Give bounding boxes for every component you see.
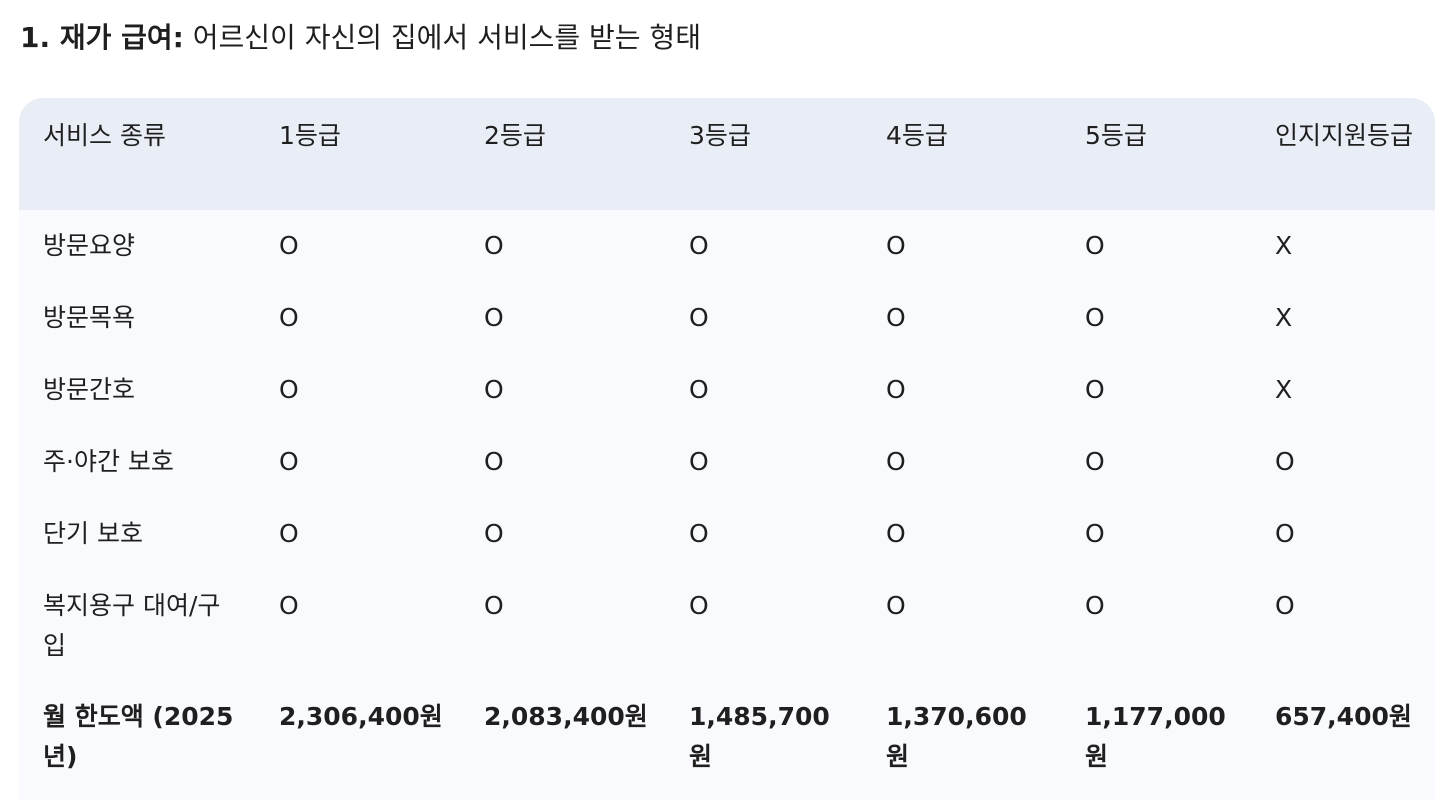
cell-value: O (689, 447, 709, 476)
cell-value: O (689, 303, 709, 332)
header-grade-3: 3등급 (689, 121, 751, 150)
cell-service: 복지용구 대여/구입 (43, 591, 221, 660)
cell-value: O (484, 519, 504, 548)
monthly-limit-row: 월 한도액 (2025년) 2,306,400원 2,083,400원 1,48… (19, 682, 1435, 793)
cell-value: O (1275, 447, 1295, 476)
section-description: 어르신이 자신의 집에서 서비스를 받는 형태 (192, 21, 701, 54)
cell-limit-amount: 657,400원 (1275, 702, 1412, 731)
cell-value: X (1275, 231, 1293, 260)
cell-value: O (1085, 303, 1105, 332)
header-cognitive-support-grade: 인지지원등급 (1275, 121, 1414, 150)
table-row: 주·야간 보호 O O O O O O (19, 426, 1435, 498)
cell-limit-amount: 1,177,000원 (1085, 702, 1226, 771)
cell-monthly-limit-label: 월 한도액 (2025년) (43, 702, 234, 771)
cell-limit-amount: 2,083,400원 (484, 702, 648, 731)
cell-value: O (1275, 519, 1295, 548)
cell-value: O (1085, 519, 1105, 548)
cell-value: O (1085, 231, 1105, 260)
cell-value: O (886, 519, 906, 548)
cell-value: O (886, 447, 906, 476)
cell-service: 단기 보호 (43, 519, 143, 548)
cell-value: O (886, 303, 906, 332)
table-row: 복지용구 대여/구입 O O O O O O (19, 570, 1435, 682)
table-header: 서비스 종류 1등급 2등급 3등급 4등급 5등급 인지지원등급 (19, 98, 1435, 210)
header-grade-2: 2등급 (484, 121, 546, 150)
cell-value: O (484, 303, 504, 332)
cell-value: O (484, 231, 504, 260)
header-grade-5: 5등급 (1085, 121, 1147, 150)
cell-limit-amount: 2,306,400원 (279, 702, 443, 731)
cell-value: O (279, 231, 299, 260)
cell-value: O (279, 303, 299, 332)
cell-value: O (484, 591, 504, 620)
cell-value: O (1085, 375, 1105, 404)
cell-value: O (279, 519, 299, 548)
cell-value: O (886, 231, 906, 260)
section-heading: 1. 재가 급여: 어르신이 자신의 집에서 서비스를 받는 형태 (20, 18, 701, 58)
cell-value: X (1275, 303, 1293, 332)
benefit-table-container: 서비스 종류 1등급 2등급 3등급 4등급 5등급 인지지원등급 방문요양 O… (19, 98, 1435, 800)
cell-limit-amount: 1,485,700원 (689, 702, 830, 771)
cell-value: O (886, 591, 906, 620)
table-body: 방문요양 O O O O O X 방문목욕 O O O O O X 방문간호 O… (19, 210, 1435, 793)
cell-service: 방문요양 (43, 231, 136, 260)
cell-value: O (689, 591, 709, 620)
cell-value: O (279, 375, 299, 404)
table-row: 방문요양 O O O O O X (19, 210, 1435, 282)
header-grade-1: 1등급 (279, 121, 341, 150)
table-row: 방문목욕 O O O O O X (19, 282, 1435, 354)
cell-value: O (886, 375, 906, 404)
header-row: 서비스 종류 1등급 2등급 3등급 4등급 5등급 인지지원등급 (19, 98, 1435, 210)
cell-value: O (279, 591, 299, 620)
cell-service: 주·야간 보호 (43, 447, 174, 476)
cell-value: X (1275, 375, 1293, 404)
cell-value: O (689, 519, 709, 548)
section-title: 1. 재가 급여: (20, 21, 184, 54)
cell-value: O (689, 231, 709, 260)
cell-limit-amount: 1,370,600원 (886, 702, 1027, 771)
cell-service: 방문간호 (43, 375, 136, 404)
cell-value: O (279, 447, 299, 476)
cell-service: 방문목욕 (43, 303, 136, 332)
cell-value: O (484, 375, 504, 404)
table-row: 단기 보호 O O O O O O (19, 498, 1435, 570)
header-service-type: 서비스 종류 (43, 121, 166, 150)
table-row: 방문간호 O O O O O X (19, 354, 1435, 426)
header-grade-4: 4등급 (886, 121, 948, 150)
benefit-table: 서비스 종류 1등급 2등급 3등급 4등급 5등급 인지지원등급 방문요양 O… (19, 98, 1435, 793)
cell-value: O (689, 375, 709, 404)
cell-value: O (1085, 447, 1105, 476)
cell-value: O (484, 447, 504, 476)
cell-value: O (1085, 591, 1105, 620)
cell-value: O (1275, 591, 1295, 620)
